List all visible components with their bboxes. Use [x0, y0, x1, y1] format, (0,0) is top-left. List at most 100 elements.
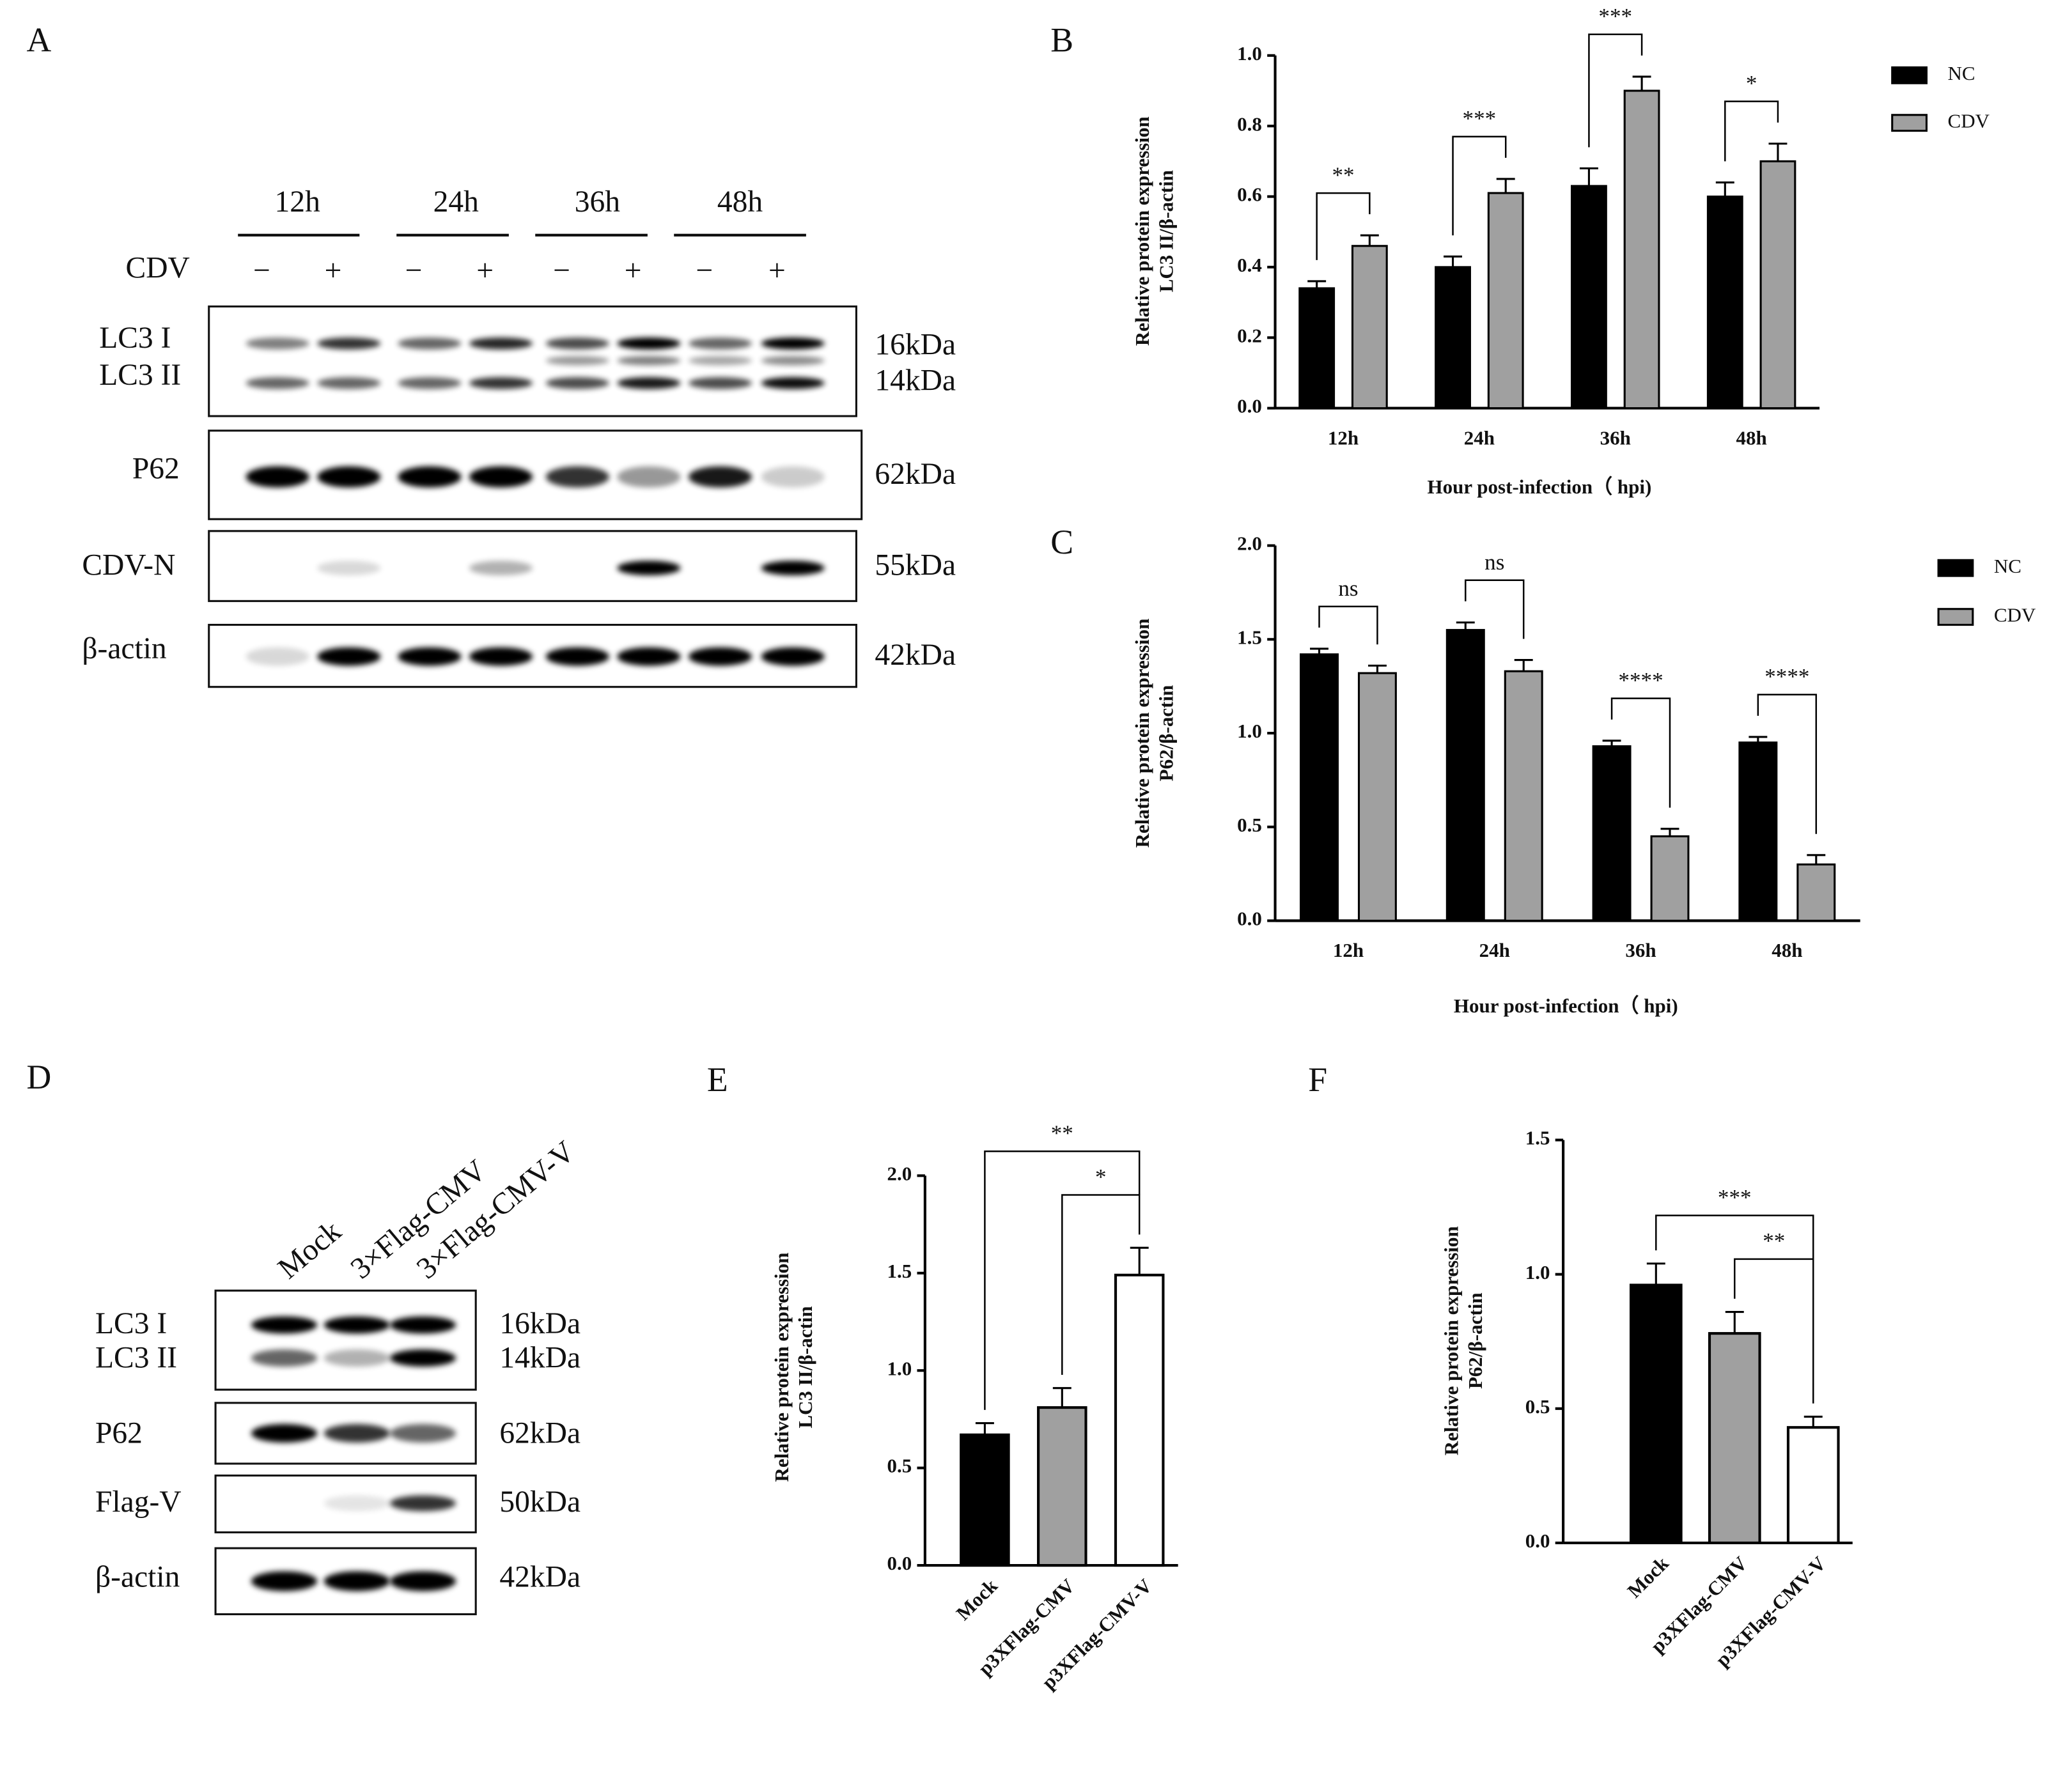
x-tick-label: 48h	[1772, 939, 1802, 961]
band	[323, 1571, 390, 1592]
significance-label: *	[1095, 1165, 1107, 1189]
band	[761, 466, 825, 488]
size-label: 50kDa	[499, 1485, 580, 1519]
bar	[1706, 195, 1743, 410]
x-tick-label: 36h	[1625, 939, 1656, 961]
size-label: 55kDa	[875, 549, 956, 582]
y-tick-label: 2.0	[1237, 532, 1262, 555]
treatment-mark: +	[325, 254, 342, 288]
blot-frame	[208, 430, 863, 520]
band	[469, 377, 533, 389]
time-label: 36h	[575, 185, 621, 219]
legend-label: NC	[1994, 555, 2021, 577]
y-tick-label: 2.0	[887, 1162, 912, 1184]
blot-frame	[214, 1289, 477, 1391]
x-tick-label: 12h	[1333, 939, 1364, 961]
band	[761, 377, 825, 389]
y-tick-label: 0.8	[1237, 112, 1262, 135]
band	[617, 647, 681, 666]
band	[761, 355, 825, 366]
legend-swatch	[1937, 559, 1974, 577]
size-label: 16kDa	[875, 328, 956, 361]
panel-letter: E	[707, 1060, 728, 1099]
significance-bracket	[1610, 697, 1671, 808]
treatment-mark: −	[253, 254, 270, 288]
bar	[1298, 287, 1336, 410]
bar	[1504, 670, 1543, 922]
band	[251, 1316, 318, 1334]
protein-label: LC3 II	[99, 359, 181, 392]
band	[545, 466, 609, 488]
panel-letter: A	[27, 21, 52, 59]
band	[317, 561, 381, 576]
bar	[1357, 672, 1397, 922]
y-tick-label: 1.0	[1237, 42, 1262, 65]
panel-letter: B	[1050, 21, 1073, 59]
panel-letter: D	[27, 1058, 52, 1096]
protein-label: LC3 I	[99, 322, 171, 355]
x-tick-label: 12h	[1328, 426, 1359, 449]
treatment-mark: +	[625, 254, 642, 288]
blot-frame	[208, 530, 857, 602]
y-axis-label: LC3 II/β-actin	[794, 1306, 816, 1428]
significance-bracket	[1465, 579, 1525, 639]
panel-letter: F	[1308, 1060, 1327, 1099]
significance-label: **	[1763, 1228, 1785, 1253]
y-tick-label: 1.0	[1237, 720, 1262, 742]
significance-bracket	[1316, 192, 1371, 260]
y-axis-label: P62/β-actin	[1464, 1292, 1486, 1389]
treatment-mark: −	[696, 254, 713, 288]
band	[688, 377, 752, 389]
significance-bracket	[1318, 605, 1378, 645]
y-tick-label: 0.0	[1237, 908, 1262, 930]
significance-label: **	[1051, 1121, 1073, 1146]
significance-bracket	[1757, 693, 1818, 834]
blot-frame	[214, 1547, 477, 1616]
band	[398, 647, 462, 666]
significance-label: ****	[1764, 664, 1809, 689]
significance-label: ****	[1618, 668, 1663, 693]
protein-label: β-actin	[82, 632, 167, 665]
y-axis-label: LC3 II/β-actin	[1155, 170, 1177, 292]
band	[323, 1349, 390, 1367]
protein-label: P62	[95, 1416, 143, 1450]
x-tick-label: 48h	[1736, 426, 1767, 449]
y-tick-label: 0.0	[1525, 1530, 1550, 1552]
band	[389, 1495, 456, 1512]
band	[398, 337, 462, 350]
band	[617, 377, 681, 389]
band	[389, 1316, 456, 1334]
x-tick-label: 24h	[1479, 939, 1510, 961]
band	[688, 647, 752, 666]
size-label: 62kDa	[499, 1416, 580, 1450]
band	[761, 337, 825, 350]
y-tick-label: 0.2	[1237, 324, 1262, 346]
y-tick-label: 0.4	[1237, 254, 1262, 276]
protein-label: P62	[132, 453, 180, 486]
band	[323, 1495, 390, 1512]
y-axis-label: Relative protein expression	[770, 1253, 793, 1482]
treatment-mark: +	[768, 254, 786, 288]
bar	[1300, 653, 1339, 922]
x-tick-label: Mock	[1623, 1552, 1673, 1602]
band	[245, 647, 309, 666]
size-label: 16kDa	[499, 1307, 580, 1340]
band	[389, 1349, 456, 1367]
y-tick-label: 0.5	[1237, 814, 1262, 836]
band	[389, 1423, 456, 1443]
protein-label: CDV-N	[82, 549, 175, 582]
bar	[1445, 629, 1485, 922]
size-label: 42kDa	[499, 1561, 580, 1594]
band	[389, 1571, 456, 1592]
y-tick-label: 0.0	[887, 1552, 912, 1574]
band	[617, 355, 681, 366]
band	[398, 466, 462, 488]
bar	[960, 1433, 1010, 1567]
band	[317, 377, 381, 389]
significance-label: ***	[1598, 4, 1632, 29]
y-tick-label: 0.6	[1237, 183, 1262, 206]
size-label: 42kDa	[875, 639, 956, 672]
band	[245, 466, 309, 488]
legend-swatch	[1891, 114, 1928, 132]
